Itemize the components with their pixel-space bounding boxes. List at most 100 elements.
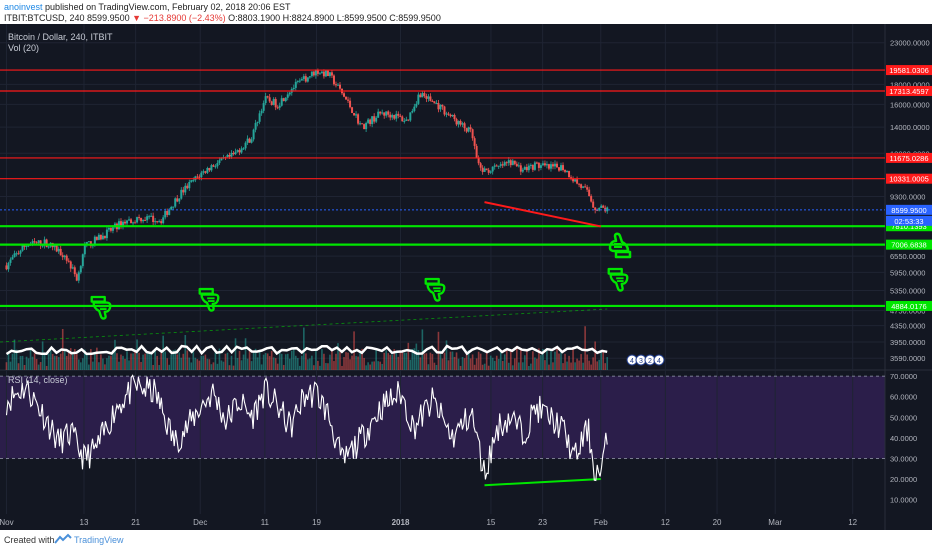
- rsi-divergence-line[interactable]: [484, 478, 601, 487]
- candle-body: [501, 164, 504, 166]
- candle-body: [385, 111, 388, 116]
- volume-bar: [204, 354, 207, 370]
- candle-body: [423, 93, 426, 97]
- candle-body: [21, 245, 24, 251]
- volume-bar: [592, 357, 594, 370]
- volume-bar: [520, 348, 522, 370]
- x-tick-label: 2018: [392, 518, 410, 527]
- volume-bar: [337, 343, 339, 370]
- volume-bar: [481, 364, 484, 370]
- candle-body: [558, 167, 561, 171]
- volume-bar: [37, 364, 40, 370]
- price-tick-label: 23000.0000: [890, 39, 930, 48]
- x-tick-label: 21: [131, 518, 140, 527]
- horizontal-lines[interactable]: [0, 69, 885, 308]
- volume-bar: [453, 356, 456, 370]
- candle-body: [351, 107, 354, 113]
- candle-body: [244, 142, 247, 149]
- volume-bar: [319, 365, 321, 370]
- volume-bar: [431, 354, 434, 370]
- price-axis[interactable]: [885, 24, 932, 514]
- tradingview-link[interactable]: TradingView: [74, 535, 124, 545]
- volume-bar: [158, 365, 160, 370]
- candle-body: [491, 166, 494, 172]
- candle-body: [264, 96, 267, 104]
- candle-body: [5, 265, 8, 270]
- volume-bar: [276, 363, 279, 370]
- candle-body: [77, 272, 80, 281]
- candle-body: [23, 245, 26, 247]
- volume-bar: [387, 353, 390, 370]
- candle-body: [138, 217, 141, 219]
- volume-bar: [75, 354, 78, 370]
- candle-body: [363, 124, 366, 130]
- volume-bar: [266, 353, 269, 370]
- volume-bar: [190, 362, 193, 370]
- volume-bar: [156, 355, 158, 370]
- volume-bar: [552, 362, 554, 370]
- candle-body: [45, 239, 48, 248]
- volume-bar: [461, 357, 464, 370]
- candle-body: [560, 165, 563, 171]
- time-axis[interactable]: [0, 514, 932, 530]
- candle-body: [401, 116, 404, 122]
- candle-body: [274, 98, 277, 108]
- x-tick-label: 19: [312, 518, 321, 527]
- author-link[interactable]: anoinvest: [4, 2, 43, 12]
- volume-bar: [96, 347, 98, 370]
- candle-body: [338, 84, 341, 89]
- volume-bar: [49, 349, 52, 370]
- volume-bar: [349, 359, 351, 370]
- volume-bar: [232, 365, 235, 370]
- volume-bar: [27, 358, 30, 370]
- volume-bar: [572, 349, 574, 370]
- candle-body: [421, 93, 424, 98]
- price-tag-label: 10331.0005: [889, 175, 929, 184]
- volume-bar: [134, 351, 136, 370]
- price-tick-label: 14000.0000: [890, 123, 930, 132]
- price-tag: [886, 300, 932, 311]
- volume-bar: [53, 355, 56, 370]
- candle-body: [278, 105, 281, 108]
- candle-body: [431, 100, 434, 102]
- volume-bar: [202, 355, 205, 370]
- candle-body: [240, 148, 243, 153]
- price-trend-line[interactable]: [484, 201, 601, 228]
- candle-body: [429, 96, 432, 101]
- volume-bar: [19, 355, 22, 370]
- candle-body: [160, 221, 163, 224]
- candle-body: [562, 165, 565, 171]
- volume-bar: [262, 354, 265, 370]
- candle-body: [343, 93, 346, 97]
- candle-body: [455, 119, 458, 125]
- volume-bar: [43, 352, 46, 370]
- candle-body: [306, 77, 309, 82]
- candle-body: [75, 274, 78, 281]
- volume-bar: [433, 362, 436, 370]
- candle-body: [566, 171, 569, 173]
- tradingview-logo-icon: [54, 533, 72, 544]
- volume-bar: [501, 361, 504, 370]
- volume-bar: [393, 349, 396, 370]
- candle-body: [314, 69, 317, 76]
- candle-body: [11, 257, 14, 260]
- candle-body: [547, 164, 550, 169]
- price-tick-label: 3950.0000: [890, 338, 925, 347]
- volume-bubble-label: 4: [657, 358, 661, 365]
- price-tag: [886, 65, 932, 76]
- x-tick-label: 20: [713, 518, 722, 527]
- volume-bar: [98, 362, 100, 370]
- rsi-indicator: [0, 374, 885, 482]
- volume-bubble-label: 2: [648, 358, 652, 365]
- candle-body: [393, 115, 396, 119]
- volume-bar: [290, 350, 293, 370]
- candle-body: [19, 250, 22, 254]
- price-chart[interactable]: Nov 13 21 Dec 11 19 2018 15 23 Feb 12 20 Mar 12 23000…: [0, 24, 932, 530]
- volume-bar: [532, 351, 534, 370]
- volume-bar: [457, 358, 460, 370]
- volume-bar: [566, 361, 568, 370]
- candle-body: [7, 262, 10, 270]
- candle-body: [198, 176, 201, 178]
- candle-body: [15, 253, 18, 255]
- trend-lines[interactable]: [484, 201, 601, 487]
